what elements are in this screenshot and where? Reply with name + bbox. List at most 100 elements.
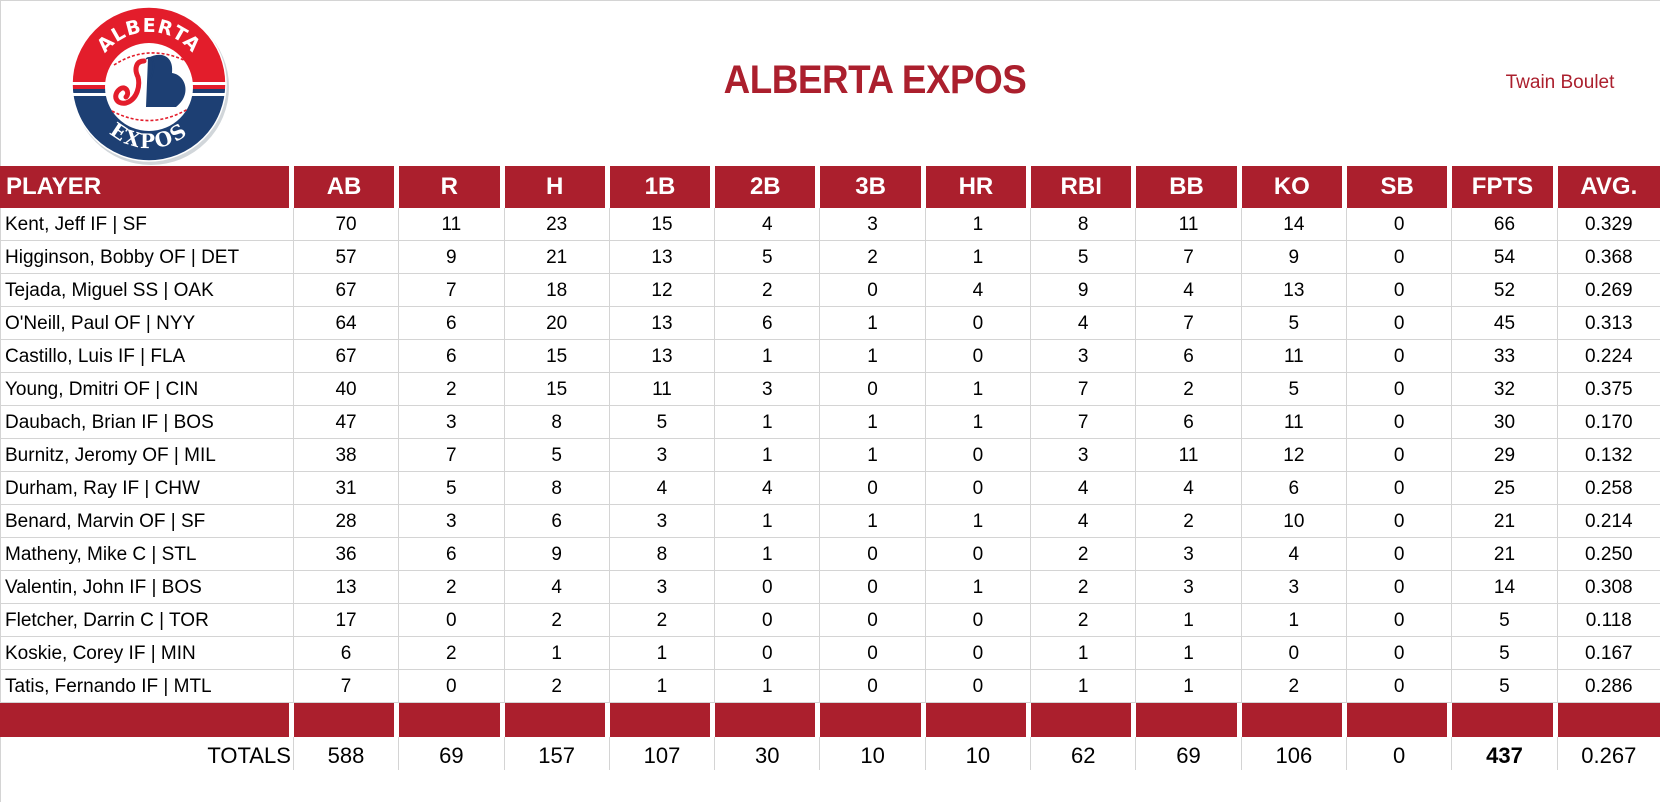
total-hr: 10 — [926, 737, 1032, 770]
table-row: Fletcher, Darrin C | TOR 17 0 2 2 0 0 0 2 1 1 0 5 0.1… — [0, 604, 1660, 637]
cell-rbi: 3 — [1031, 439, 1137, 472]
cell-fpts: 52 — [1452, 274, 1558, 307]
total-r: 69 — [399, 737, 505, 770]
cell-ab: 36 — [293, 538, 400, 571]
cell-bb: 1 — [1136, 637, 1242, 670]
cell-ko: 9 — [1241, 241, 1347, 274]
cell-2b: 1 — [715, 439, 821, 472]
totals-row: TOTALS 588 69 157 107 30 10 10 62 69 106 0 437 0.267 — [0, 737, 1660, 770]
table-row: Castillo, Luis IF | FLA 67 6 15 13 1 1 0 3 6 11 0 33… — [0, 340, 1660, 373]
cell-rbi: 5 — [1031, 241, 1137, 274]
cell-2b: 1 — [715, 538, 821, 571]
cell-2b: 1 — [715, 670, 821, 703]
player-name: O'Neill, Paul OF | NYY — [0, 307, 294, 340]
separator-cell — [1136, 703, 1242, 737]
cell-rbi: 8 — [1031, 208, 1137, 241]
cell-avg: 0.224 — [1557, 340, 1660, 373]
table-row: Higginson, Bobby OF | DET 57 9 21 13 5 2 1 5 7 9 0 5… — [0, 241, 1660, 274]
cell-bb: 3 — [1136, 538, 1242, 571]
cell-hr: 0 — [925, 307, 1032, 340]
cell-fpts: 21 — [1452, 505, 1558, 538]
column-header-ab: AB — [293, 166, 400, 208]
cell-hr: 0 — [925, 439, 1032, 472]
cell-ko: 6 — [1241, 472, 1347, 505]
table-row: Tatis, Fernando IF | MTL 7 0 2 1 1 0 0 1 1 2 0 5 0.28… — [0, 670, 1660, 703]
table-row: Tejada, Miguel SS | OAK 67 7 18 12 2 0 4 9 4 13 0 52… — [0, 274, 1660, 307]
cell-fpts: 25 — [1452, 472, 1558, 505]
cell-hr: 0 — [925, 604, 1032, 637]
cell-1b: 3 — [609, 439, 716, 472]
cell-avg: 0.214 — [1557, 505, 1660, 538]
table-row: Valentin, John IF | BOS 13 2 4 3 0 0 1 2 3 3 0 14 0.3… — [0, 571, 1660, 604]
cell-3b: 1 — [820, 406, 926, 439]
total-h: 157 — [505, 737, 610, 770]
cell-avg: 0.118 — [1557, 604, 1660, 637]
cell-ko: 5 — [1241, 307, 1347, 340]
cell-h: 15 — [504, 373, 610, 406]
cell-sb: 0 — [1347, 604, 1453, 637]
cell-3b: 1 — [820, 439, 926, 472]
cell-r: 2 — [399, 373, 505, 406]
cell-1b: 3 — [609, 571, 716, 604]
total-1b: 107 — [610, 737, 716, 770]
cell-2b: 3 — [715, 373, 821, 406]
cell-avg: 0.308 — [1557, 571, 1660, 604]
cell-r: 6 — [399, 340, 505, 373]
player-name: Tejada, Miguel SS | OAK — [0, 274, 294, 307]
cell-r: 5 — [399, 472, 505, 505]
cell-sb: 0 — [1347, 670, 1453, 703]
cell-ko: 13 — [1241, 274, 1347, 307]
cell-fpts: 21 — [1452, 538, 1558, 571]
cell-fpts: 32 — [1452, 373, 1558, 406]
cell-1b: 11 — [609, 373, 716, 406]
cell-2b: 0 — [715, 637, 821, 670]
cell-hr: 1 — [925, 571, 1032, 604]
cell-3b: 0 — [820, 274, 926, 307]
cell-bb: 11 — [1136, 208, 1242, 241]
cell-rbi: 7 — [1031, 406, 1137, 439]
cell-bb: 1 — [1136, 670, 1242, 703]
cell-h: 20 — [504, 307, 610, 340]
cell-3b: 0 — [820, 670, 926, 703]
column-header-fpts: FPTS — [1452, 166, 1558, 208]
cell-hr: 1 — [925, 241, 1032, 274]
cell-3b: 0 — [820, 571, 926, 604]
cell-2b: 4 — [715, 472, 821, 505]
cell-bb: 7 — [1136, 241, 1242, 274]
cell-ko: 0 — [1241, 637, 1347, 670]
cell-h: 2 — [504, 604, 610, 637]
table-row: Burnitz, Jeromy OF | MIL 38 7 5 3 1 1 0 3 11 12 0 29… — [0, 439, 1660, 472]
column-header-ko: KO — [1241, 166, 1347, 208]
cell-hr: 0 — [925, 637, 1032, 670]
cell-ab: 17 — [293, 604, 400, 637]
cell-2b: 4 — [715, 208, 821, 241]
cell-h: 18 — [504, 274, 610, 307]
cell-2b: 6 — [715, 307, 821, 340]
cell-rbi: 2 — [1031, 604, 1137, 637]
cell-ab: 28 — [293, 505, 400, 538]
separator-cell — [504, 703, 610, 737]
cell-h: 15 — [504, 340, 610, 373]
column-header-rbi: RBI — [1031, 166, 1137, 208]
cell-fpts: 66 — [1452, 208, 1558, 241]
cell-rbi: 7 — [1031, 373, 1137, 406]
cell-avg: 0.132 — [1557, 439, 1660, 472]
cell-bb: 7 — [1136, 307, 1242, 340]
cell-ab: 57 — [293, 241, 400, 274]
cell-2b: 1 — [715, 505, 821, 538]
cell-3b: 3 — [820, 208, 926, 241]
cell-hr: 0 — [925, 670, 1032, 703]
cell-r: 6 — [399, 538, 505, 571]
column-header-bb: BB — [1136, 166, 1242, 208]
cell-1b: 5 — [609, 406, 716, 439]
cell-rbi: 2 — [1031, 571, 1137, 604]
cell-avg: 0.258 — [1557, 472, 1660, 505]
cell-fpts: 14 — [1452, 571, 1558, 604]
table-row: Durham, Ray IF | CHW 31 5 8 4 4 0 0 4 4 6 0 25 0.258 — [0, 472, 1660, 505]
cell-ab: 31 — [293, 472, 400, 505]
cell-avg: 0.170 — [1557, 406, 1660, 439]
cell-rbi: 1 — [1031, 637, 1137, 670]
cell-hr: 1 — [925, 208, 1032, 241]
separator-cell — [1557, 703, 1660, 737]
